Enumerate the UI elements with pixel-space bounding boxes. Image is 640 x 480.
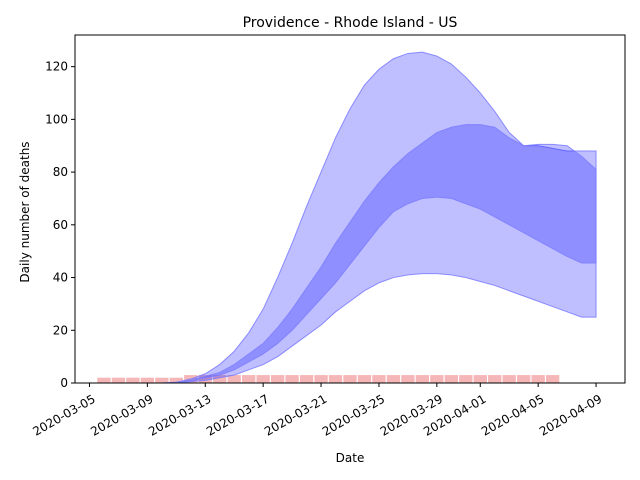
bar: [111, 377, 126, 383]
y-tick-label: 60: [53, 218, 68, 232]
plot-frame: [74, 34, 626, 384]
bar: [531, 375, 545, 383]
y-tick-label: 120: [45, 60, 68, 74]
y-tick-label: 40: [53, 271, 68, 285]
bar: [97, 377, 111, 383]
bar: [242, 375, 256, 383]
x-axis-label: Date: [336, 451, 365, 465]
band-2: [161, 124, 597, 384]
bar: [459, 375, 473, 383]
bar: [299, 375, 314, 383]
x-tick-label: 2020-03-25: [320, 392, 387, 439]
bar: [517, 375, 531, 383]
bar: [473, 375, 487, 383]
chart-title: Providence - Rhode Island - US: [243, 15, 458, 31]
y-axis: 0 20 40 60 80 100 120: [45, 60, 75, 390]
bar: [430, 375, 444, 383]
bar: [140, 377, 155, 383]
bar: [545, 375, 560, 383]
y-tick-label: 80: [53, 165, 68, 179]
bar: [444, 375, 458, 383]
x-tick-label: 2020-03-09: [88, 392, 155, 439]
bar: [314, 375, 328, 383]
bar: [328, 375, 343, 383]
bar: [372, 375, 386, 383]
y-axis-label: Daily number of deaths: [18, 141, 32, 282]
bar: [213, 375, 227, 383]
bar: [285, 375, 299, 383]
bar: [169, 377, 183, 383]
bar: [155, 377, 169, 383]
bar: [198, 375, 212, 383]
bar: [488, 375, 502, 383]
bar: [256, 375, 270, 383]
bar: [227, 375, 241, 383]
x-tick-label: 2020-03-05: [30, 392, 97, 439]
plot-area: [74, 34, 626, 384]
bar: [343, 375, 357, 383]
bar: [401, 375, 415, 383]
y-tick-label: 100: [45, 112, 68, 126]
x-axis: 2020-03-052020-03-092020-03-132020-03-17…: [30, 383, 604, 439]
x-tick-label: 2020-04-09: [537, 392, 604, 439]
y-tick-label: 0: [60, 376, 68, 390]
bar: [502, 375, 516, 383]
x-tick-label: 2020-03-13: [146, 392, 213, 439]
bar: [415, 375, 430, 383]
bar: [270, 375, 285, 383]
y-tick-label: 20: [53, 323, 68, 337]
bar: [386, 375, 401, 383]
bar: [357, 375, 372, 383]
x-tick-label: 2020-03-21: [262, 392, 329, 439]
x-tick-label: 2020-03-17: [204, 392, 271, 439]
x-tick-label: 2020-04-05: [479, 392, 546, 439]
bar: [126, 377, 140, 383]
